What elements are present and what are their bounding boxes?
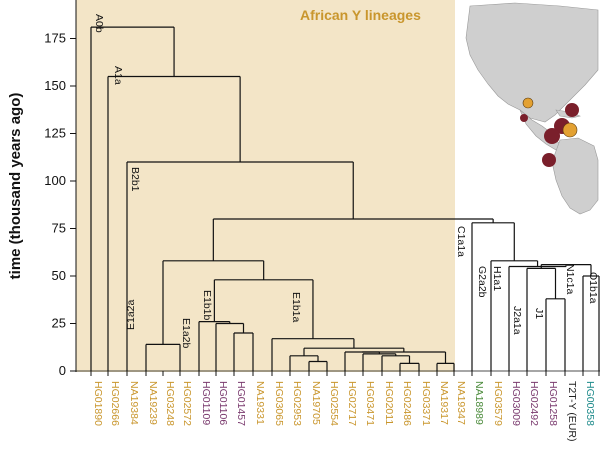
clade-label: H1a1 bbox=[491, 266, 503, 291]
leaf-label: NA19239 bbox=[147, 381, 159, 425]
clade-label: B2b1 bbox=[129, 167, 141, 192]
panel-title: African Y lineages bbox=[300, 7, 421, 23]
y-tick-label: 50 bbox=[52, 268, 66, 283]
leaf-label: HG02666 bbox=[109, 381, 121, 426]
leaf-label: NA19331 bbox=[254, 381, 266, 425]
leaf-label: HG01106 bbox=[217, 381, 229, 425]
leaf-label: HG01457 bbox=[235, 381, 247, 426]
leaf-label: T2T-Y (EUR) bbox=[566, 381, 578, 441]
clade-label: E1b1b bbox=[201, 290, 213, 321]
leaf-label: HG00358 bbox=[584, 381, 596, 426]
y-axis: 175 150 125 100 75 50 25 0 time (thousand years… bbox=[7, 0, 77, 378]
americas-map-inset bbox=[465, 2, 599, 215]
map-land-south-america bbox=[551, 137, 599, 215]
y-tick-label: 100 bbox=[44, 173, 66, 188]
leaf-label: HG02554 bbox=[328, 381, 340, 426]
clade-label: J1 bbox=[533, 308, 545, 319]
y-tick-label: 125 bbox=[44, 126, 66, 141]
clade-label: A1a bbox=[112, 66, 124, 85]
map-dot-maroon-caribbean bbox=[565, 103, 579, 117]
tree-branches bbox=[90, 26, 600, 371]
leaf-label: HG03065 bbox=[273, 381, 285, 426]
y-axis-label: time (thousand years ago) bbox=[7, 93, 24, 280]
leaf-label: HG03009 bbox=[510, 381, 522, 426]
leaf-label: NA19317 bbox=[438, 381, 450, 425]
african-lineages-panel bbox=[76, 0, 455, 372]
leaf-label: HG01109 bbox=[200, 381, 212, 425]
y-tick-label: 75 bbox=[52, 221, 66, 236]
clade-label: E1a2a bbox=[125, 299, 137, 330]
leaf-label: HG02492 bbox=[528, 381, 540, 426]
map-dot-maroon-mexico bbox=[520, 114, 528, 122]
leaf-label: HG02011 bbox=[383, 381, 395, 425]
clade-label: N1c1a bbox=[564, 264, 576, 295]
map-dot-orange-mexico bbox=[522, 97, 534, 109]
leaf-label: HG02953 bbox=[291, 381, 303, 426]
leaf-label: NA19347 bbox=[455, 381, 467, 425]
clade-label: E1b1a bbox=[290, 292, 302, 323]
map-land-north-america bbox=[465, 2, 599, 123]
leaf-label: HG02717 bbox=[346, 381, 358, 426]
leaf-labels: HG01890 HG02666 NA19384 NA19239 HG03248 HG025… bbox=[92, 381, 596, 441]
y-tick-label: 150 bbox=[44, 78, 66, 93]
leaf-label: HG01890 bbox=[92, 381, 104, 426]
map-dot-maroon-colombia bbox=[544, 128, 560, 144]
leaf-label: NA18989 bbox=[473, 381, 485, 425]
leaf-label: HG03371 bbox=[420, 381, 432, 426]
map-dot-maroon-peru bbox=[542, 153, 556, 167]
leaf-label: HG03471 bbox=[364, 381, 376, 426]
leaf-label: HG03248 bbox=[164, 381, 176, 426]
map-dot-orange-colombia bbox=[562, 122, 578, 138]
clade-label: O1b1a bbox=[587, 272, 599, 304]
y-tick-label: 175 bbox=[44, 31, 66, 46]
y-tick-label: 0 bbox=[59, 363, 66, 378]
y-tick-label: 25 bbox=[52, 316, 66, 331]
leaf-label: HG03579 bbox=[492, 381, 504, 426]
clade-label: C1a1a bbox=[455, 226, 467, 257]
leaf-label: HG02486 bbox=[401, 381, 413, 426]
leaf-label: NA19705 bbox=[310, 381, 322, 425]
clade-label: A0b bbox=[93, 14, 105, 33]
leaf-ticks bbox=[76, 370, 600, 376]
clade-label: J2a1a bbox=[511, 306, 523, 335]
clade-labels: A0b A1a B2b1 E1a2a E1a2b E1b1b E1b1a C1a1a G2a2b… bbox=[93, 14, 599, 349]
leaf-label: HG01258 bbox=[547, 381, 559, 426]
leaf-label: NA19384 bbox=[128, 381, 140, 425]
clade-label: E1a2b bbox=[180, 318, 192, 349]
clade-label: G2a2b bbox=[476, 266, 488, 298]
leaf-label: HG02572 bbox=[181, 381, 193, 426]
